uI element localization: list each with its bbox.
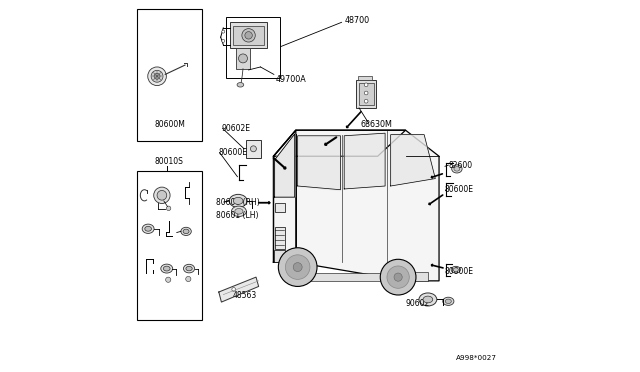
Circle shape [242,29,255,42]
Circle shape [380,259,416,295]
Ellipse shape [443,297,454,305]
Ellipse shape [445,299,451,304]
Circle shape [394,273,402,281]
Ellipse shape [163,266,170,271]
Polygon shape [273,130,296,262]
Bar [358,83,374,105]
Bar [275,227,285,249]
Text: 80600E: 80600E [445,267,474,276]
Ellipse shape [183,229,189,234]
Ellipse shape [235,208,243,214]
Ellipse shape [145,226,152,231]
Text: 80600E: 80600E [445,185,474,194]
Bar [137,171,202,320]
Polygon shape [344,133,385,189]
Bar [273,250,285,262]
Bar [230,22,267,48]
Ellipse shape [237,83,244,87]
Bar [137,9,202,141]
Text: 80601 (LH): 80601 (LH) [216,211,259,220]
Circle shape [154,187,170,203]
Bar [233,26,264,45]
Circle shape [186,276,191,282]
Text: A998*0027: A998*0027 [456,355,497,361]
Circle shape [222,30,225,33]
Text: 48700: 48700 [344,16,369,25]
Text: 90602E: 90602E [221,124,250,133]
Text: 80600M: 80600M [154,120,186,129]
Ellipse shape [186,266,192,271]
Text: 80010S: 80010S [154,157,183,166]
Ellipse shape [161,264,173,273]
Polygon shape [219,277,259,302]
Circle shape [293,263,302,272]
Circle shape [151,70,163,82]
Ellipse shape [181,227,191,235]
Ellipse shape [229,194,247,207]
Circle shape [232,288,236,291]
Circle shape [250,146,257,152]
Ellipse shape [452,165,462,173]
Ellipse shape [184,264,195,273]
Circle shape [364,91,368,95]
Circle shape [364,99,368,103]
Bar [227,17,280,78]
Circle shape [157,190,167,200]
Text: 82600: 82600 [449,161,472,170]
Bar [296,273,406,281]
Circle shape [166,277,171,282]
Ellipse shape [419,293,437,306]
Circle shape [387,266,410,288]
Ellipse shape [423,296,433,303]
Ellipse shape [234,197,243,204]
Text: 80600 (RH): 80600 (RH) [216,198,260,207]
Ellipse shape [142,224,154,234]
Polygon shape [275,134,294,197]
Circle shape [166,206,171,211]
Circle shape [364,83,368,87]
Text: 48563: 48563 [232,291,257,300]
Polygon shape [390,135,435,186]
Text: 49700A: 49700A [275,76,306,84]
Circle shape [245,32,252,39]
Ellipse shape [453,268,458,272]
Polygon shape [273,130,406,156]
Text: 68630M: 68630M [361,120,393,129]
Bar [356,80,376,108]
Circle shape [278,248,317,286]
Bar [358,76,372,80]
Ellipse shape [454,167,460,171]
Ellipse shape [232,206,246,217]
Circle shape [285,255,310,279]
Bar [236,48,250,69]
Polygon shape [298,136,340,190]
Text: 80600E: 80600E [219,148,248,157]
Circle shape [222,39,225,42]
Circle shape [148,67,166,86]
Text: 90602: 90602 [406,299,430,308]
Ellipse shape [451,266,460,273]
Circle shape [154,73,160,79]
Bar [275,203,285,212]
Circle shape [239,54,248,63]
Bar [246,140,261,158]
Bar [406,272,428,281]
Polygon shape [273,130,439,281]
